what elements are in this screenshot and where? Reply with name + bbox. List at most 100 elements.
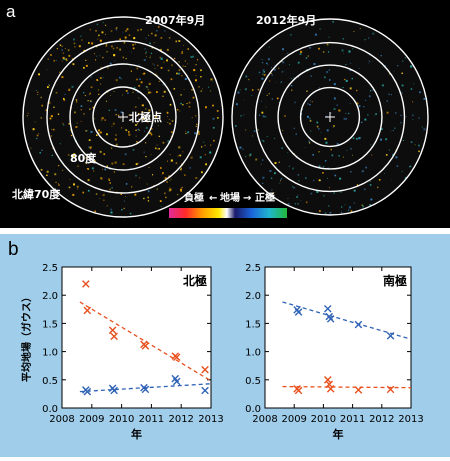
field-speck (395, 156, 398, 159)
field-speck (88, 139, 91, 141)
field-speck (348, 50, 351, 53)
field-speck (262, 115, 265, 118)
field-speck (89, 28, 91, 31)
data-point (294, 386, 303, 395)
field-speck (78, 45, 81, 48)
field-speck (101, 31, 104, 34)
field-speck (45, 109, 48, 111)
field-speck (338, 155, 340, 157)
y-tick-label: 0.0 (42, 404, 58, 415)
field-speck (320, 132, 322, 133)
field-speck (156, 188, 158, 190)
field-speck (147, 190, 150, 193)
field-speck (353, 31, 355, 32)
field-speck (49, 117, 51, 119)
field-speck (168, 119, 170, 120)
field-speck (187, 63, 189, 65)
field-speck (122, 31, 124, 33)
field-speck (394, 127, 396, 129)
x-tick-label: 2011 (340, 414, 365, 425)
field-speck (65, 58, 68, 61)
field-speck (51, 154, 53, 157)
field-speck (280, 81, 282, 83)
field-speck (293, 77, 295, 79)
field-speck (59, 44, 62, 46)
field-speck (329, 211, 332, 214)
field-speck (62, 122, 64, 125)
field-speck (73, 153, 76, 156)
field-speck (203, 141, 205, 143)
field-speck (106, 133, 108, 136)
x-axis-label: 年 (131, 427, 142, 441)
field-speck (305, 177, 307, 179)
field-speck (72, 63, 75, 66)
field-speck (50, 115, 53, 118)
field-speck (212, 104, 214, 107)
field-speck (165, 196, 167, 199)
field-speck (342, 38, 345, 40)
field-speck (73, 38, 75, 41)
field-speck (248, 79, 250, 81)
field-speck (85, 162, 87, 165)
field-speck (105, 45, 108, 47)
field-speck (137, 128, 139, 131)
field-speck (145, 53, 147, 55)
field-speck (217, 117, 219, 119)
field-speck (380, 55, 382, 57)
field-speck (115, 143, 118, 146)
field-speck (368, 60, 371, 62)
field-speck (195, 79, 197, 82)
field-speck (150, 133, 153, 136)
field-speck (106, 100, 107, 102)
field-speck (91, 161, 93, 164)
field-speck (364, 118, 367, 121)
field-speck (391, 179, 393, 180)
x-axis-label: 年 (333, 427, 344, 441)
field-speck (213, 139, 215, 142)
field-speck (179, 110, 181, 112)
field-speck (273, 192, 275, 193)
x-tick-label: 2008 (252, 414, 277, 425)
field-speck (59, 143, 61, 145)
field-speck (147, 196, 149, 199)
field-speck (73, 183, 75, 186)
field-speck (276, 97, 279, 100)
field-speck (291, 89, 293, 91)
field-speck (72, 155, 75, 157)
field-speck (171, 64, 173, 66)
field-speck (90, 146, 92, 148)
field-speck (251, 89, 254, 91)
field-speck (88, 42, 90, 44)
field-speck (166, 181, 168, 183)
latitude-ring-outer (22, 16, 224, 218)
field-speck (69, 179, 71, 180)
latitude-ring (92, 86, 154, 148)
field-speck (359, 28, 361, 30)
field-speck (136, 78, 138, 81)
field-speck (90, 76, 92, 78)
field-speck (170, 131, 173, 134)
data-point (141, 342, 150, 350)
field-speck (292, 167, 294, 170)
field-speck (160, 37, 163, 39)
field-speck (358, 136, 361, 139)
field-speck (162, 172, 164, 174)
x-tick-label: 2010 (311, 414, 336, 425)
field-speck (239, 146, 242, 149)
field-speck (282, 61, 285, 64)
field-speck (367, 114, 369, 116)
field-speck (200, 76, 202, 78)
field-speck (123, 41, 126, 44)
field-speck (58, 184, 60, 186)
field-speck (100, 66, 103, 69)
field-speck (287, 203, 290, 205)
field-speck (180, 188, 182, 191)
field-speck (148, 167, 150, 168)
field-speck (265, 106, 267, 108)
field-speck (111, 45, 113, 48)
field-speck (204, 154, 206, 156)
field-speck (147, 200, 150, 202)
field-speck (149, 42, 151, 45)
field-speck (395, 112, 397, 114)
field-speck (82, 191, 85, 194)
